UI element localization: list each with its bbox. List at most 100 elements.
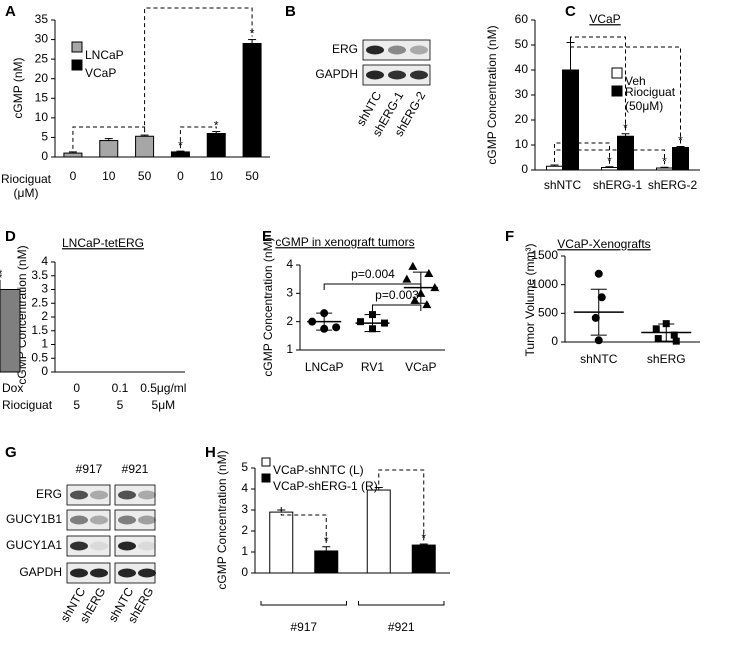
y-tick-label: 5 bbox=[41, 130, 48, 144]
blot-band bbox=[118, 515, 136, 525]
legend-label: VCaP bbox=[85, 66, 117, 80]
significance-bracket bbox=[570, 39, 681, 144]
legend-swatch bbox=[611, 85, 623, 97]
blot-band bbox=[118, 490, 136, 500]
y-tick-label: 2 bbox=[41, 309, 48, 323]
y-axis-label: cGMP Concentration (nM) bbox=[215, 450, 229, 590]
legend-label-box: LNCaP bbox=[85, 48, 124, 62]
significance-bracket bbox=[280, 507, 327, 544]
p-value: p=0.004 bbox=[351, 267, 395, 281]
y-tick-label: 10 bbox=[35, 110, 49, 124]
legend-label-box: Riociguat (50μM) bbox=[625, 85, 675, 113]
blot-band bbox=[118, 568, 136, 578]
bar bbox=[366, 489, 391, 574]
data-point bbox=[332, 323, 341, 332]
legend-swatch bbox=[261, 473, 271, 483]
legend-label: VCaP-shERG-1 (R) bbox=[273, 479, 378, 493]
significance-mark: * bbox=[324, 534, 329, 548]
bar bbox=[546, 165, 563, 171]
panel-letter: H bbox=[205, 444, 216, 461]
bar bbox=[206, 133, 226, 158]
comparison-line bbox=[372, 304, 422, 311]
y-tick-label: 30 bbox=[35, 32, 49, 46]
y-axis-label: cGMP Concentration (nM) bbox=[485, 25, 499, 165]
significance-bracket bbox=[72, 126, 146, 149]
significance-mark: * bbox=[678, 134, 683, 148]
chart-title: VCaP bbox=[589, 12, 620, 26]
x-tick-label: shERG bbox=[647, 352, 686, 366]
y-tick-label: 50 bbox=[515, 37, 529, 51]
y-tick-label: 0.5 bbox=[31, 350, 48, 364]
y-tick-label: 3.5 bbox=[31, 268, 48, 282]
panel-letter: G bbox=[5, 444, 17, 461]
bar bbox=[562, 69, 579, 171]
significance-mark: * bbox=[214, 119, 219, 133]
bar bbox=[411, 544, 436, 574]
bar bbox=[63, 152, 83, 158]
data-point bbox=[402, 274, 412, 283]
row-label: Dox bbox=[2, 381, 23, 395]
y-tick-label: 2 bbox=[286, 314, 293, 328]
data-point bbox=[670, 331, 678, 339]
blot-band bbox=[366, 45, 384, 55]
y-tick-label: 3 bbox=[286, 286, 293, 300]
blot-band bbox=[70, 515, 88, 525]
blot-band bbox=[366, 70, 384, 80]
chart-title: cGMP in xenograft tumors bbox=[275, 235, 414, 249]
blot-row-label: GUCY1B1 bbox=[6, 512, 62, 526]
y-tick-label: 500 bbox=[538, 306, 558, 320]
blot-row-label: GAPDH bbox=[315, 67, 358, 81]
y-tick-label: 20 bbox=[515, 112, 529, 126]
blot-row-label: GUCY1A1 bbox=[6, 538, 62, 552]
data-point bbox=[410, 295, 420, 304]
blot-band bbox=[138, 541, 156, 551]
data-point bbox=[422, 300, 432, 309]
y-tick-label: 15 bbox=[35, 90, 49, 104]
legend-label-box: VCaP-shNTC (L) bbox=[273, 463, 364, 477]
blot-band bbox=[410, 70, 428, 80]
y-tick-label: 1 bbox=[286, 342, 293, 356]
y-tick-label: 1 bbox=[41, 337, 48, 351]
y-tick-label: 3 bbox=[41, 282, 48, 296]
row-value: 0.5μg/ml bbox=[140, 381, 186, 395]
blot-band bbox=[410, 45, 428, 55]
significance-bracket bbox=[570, 36, 626, 131]
chart-title: LNCaP-tetERG bbox=[62, 236, 144, 250]
legend-swatch bbox=[261, 457, 271, 467]
y-tick-label: 25 bbox=[35, 51, 49, 65]
data-point bbox=[652, 325, 660, 333]
significance-mark: * bbox=[0, 271, 3, 285]
significance-mark: * bbox=[662, 154, 667, 168]
bar bbox=[135, 135, 155, 158]
blot-membrane bbox=[66, 535, 111, 557]
x-tick-label: shERG-2 bbox=[648, 178, 698, 192]
y-axis-label-box: cGMP Concentration (nM) bbox=[215, 450, 229, 590]
significance-mark: * bbox=[178, 138, 183, 152]
data-point bbox=[654, 335, 662, 343]
y-tick-label: 4 bbox=[286, 257, 293, 271]
y-axis-label: cGMP (nM) bbox=[11, 57, 25, 119]
legend-label: Veh bbox=[625, 74, 646, 88]
x-tick-label: #917 bbox=[290, 620, 317, 634]
row-value: 5 bbox=[117, 398, 124, 412]
x-tick-label: 50 bbox=[138, 169, 152, 183]
y-tick-label: 1.5 bbox=[31, 323, 48, 337]
y-tick-label: 20 bbox=[35, 71, 49, 85]
panel-letter: E bbox=[262, 228, 272, 245]
data-point bbox=[672, 337, 680, 345]
bar bbox=[99, 140, 119, 158]
x-tick-label: #921 bbox=[388, 620, 415, 634]
chart-title: VCaP-Xenografts bbox=[557, 237, 650, 251]
data-point bbox=[408, 261, 418, 270]
blot-row-label: ERG bbox=[36, 487, 62, 501]
x-tick-label: 10 bbox=[210, 169, 224, 183]
blot-group-label: #921 bbox=[122, 462, 149, 476]
y-tick-label: 0 bbox=[241, 565, 248, 579]
y-tick-label: 0 bbox=[41, 364, 48, 378]
comparison-line bbox=[323, 283, 422, 290]
significance-mark: * bbox=[0, 267, 3, 281]
y-axis-label: cGMP Concentration (nM) bbox=[261, 237, 275, 377]
x-axis-label: Riociguat (μM) bbox=[0, 172, 52, 200]
blot-band bbox=[70, 541, 88, 551]
